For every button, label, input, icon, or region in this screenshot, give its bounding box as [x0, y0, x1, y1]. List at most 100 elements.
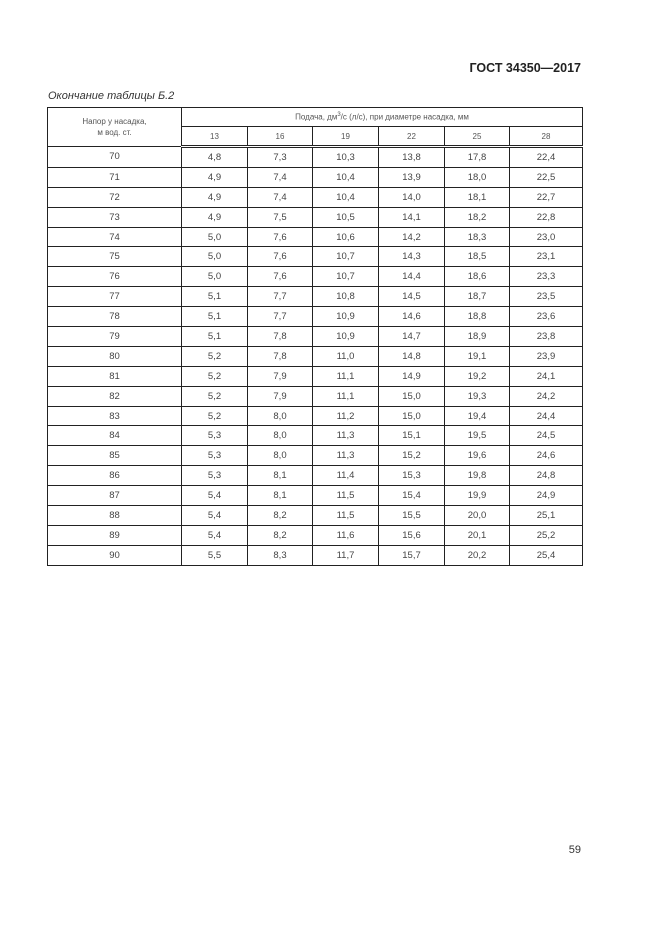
flow-cell: 5,1	[181, 306, 248, 328]
flow-cell: 14,4	[378, 266, 445, 288]
flow-cell: 8,0	[247, 405, 313, 427]
table-row: 87 5,4 8,1 11,5 15,4 19,9 24,9	[47, 485, 583, 507]
flow-cell: 13,9	[378, 166, 445, 188]
table-caption: Окончание таблицы Б.2	[48, 90, 175, 102]
diameter-header: 22	[378, 126, 445, 148]
flow-cell: 18,1	[444, 186, 510, 208]
diameter-header: 28	[509, 126, 583, 148]
flow-cell: 4,9	[181, 186, 248, 208]
table-row: 88 5,4 8,2 11,5 15,5 20,0 25,1	[47, 505, 583, 526]
header-line: м вод. ст.	[97, 128, 132, 137]
flow-cell: 18,2	[444, 206, 510, 228]
flow-cell: 20,0	[444, 505, 510, 526]
flow-cell: 14,2	[378, 226, 445, 248]
flow-cell: 8,1	[247, 465, 313, 487]
flow-cell: 18,9	[444, 326, 510, 347]
flow-cell: 22,7	[509, 186, 583, 208]
head-pressure-cell: 84	[47, 425, 182, 447]
table-row: 75 5,0 7,6 10,7 14,3 18,5 23,1	[47, 246, 583, 268]
flow-cell: 10,9	[312, 306, 379, 328]
flow-cell: 23,9	[509, 345, 583, 367]
flow-cell: 22,8	[509, 206, 583, 228]
table-row: 78 5,1 7,7 10,9 14,6 18,8 23,6	[47, 306, 583, 328]
flow-cell: 14,7	[378, 326, 445, 347]
document-id: ГОСТ 34350—2017	[469, 61, 581, 75]
flow-cell: 15,1	[378, 425, 445, 447]
flow-cell: 18,7	[444, 286, 510, 308]
flow-cell: 17,8	[444, 146, 510, 168]
flow-cell: 24,1	[509, 365, 583, 387]
flow-cell: 15,4	[378, 485, 445, 507]
header-sup: 3	[337, 112, 341, 119]
flow-cell: 7,9	[247, 385, 313, 407]
head-pressure-cell: 81	[47, 365, 182, 387]
flow-cell: 7,4	[247, 166, 313, 188]
flow-cell: 20,2	[444, 544, 510, 566]
page-number: 59	[568, 844, 581, 856]
flow-cell: 10,4	[312, 186, 379, 208]
head-pressure-cell: 87	[47, 485, 182, 507]
flow-cell: 24,8	[509, 465, 583, 487]
flow-cell: 7,7	[247, 286, 313, 308]
flow-cell: 24,5	[509, 425, 583, 447]
flow-cell: 10,4	[312, 166, 379, 188]
flow-cell: 10,7	[312, 246, 379, 268]
flow-cell: 14,8	[378, 345, 445, 367]
table-row: 76 5,0 7,6 10,7 14,4 18,6 23,3	[47, 266, 583, 288]
head-pressure-header: Напор у насадка, м вод. ст.	[47, 107, 182, 147]
head-pressure-cell: 85	[47, 445, 182, 467]
flow-cell: 10,8	[312, 286, 379, 308]
table-row: 84 5,3 8,0 11,3 15,1 19,5 24,5	[47, 425, 583, 447]
head-pressure-cell: 72	[47, 186, 182, 208]
head-pressure-cell: 75	[47, 246, 182, 268]
flow-cell: 19,8	[444, 465, 510, 487]
flow-cell: 13,8	[378, 146, 445, 168]
diameter-header: 25	[444, 126, 510, 148]
flow-cell: 19,5	[444, 425, 510, 447]
flow-cell: 14,9	[378, 365, 445, 387]
flow-cell: 5,1	[181, 326, 248, 347]
flow-cell: 5,2	[181, 365, 248, 387]
table-row: 89 5,4 8,2 11,6 15,6 20,1 25,2	[47, 524, 583, 546]
header-line: Напор у насадка,	[82, 117, 147, 126]
flow-cell: 7,8	[247, 345, 313, 367]
head-pressure-cell: 73	[47, 206, 182, 228]
flow-cell: 19,9	[444, 485, 510, 507]
head-pressure-cell: 82	[47, 385, 182, 407]
flow-cell: 23,3	[509, 266, 583, 288]
flow-cell: 24,4	[509, 405, 583, 427]
flow-cell: 19,3	[444, 385, 510, 407]
flow-cell: 5,3	[181, 465, 248, 487]
table-row: 82 5,2 7,9 11,1 15,0 19,3 24,2	[47, 385, 583, 407]
flow-cell: 18,0	[444, 166, 510, 188]
table-row: 72 4,9 7,4 10,4 14,0 18,1 22,7	[47, 186, 583, 208]
flow-cell: 7,5	[247, 206, 313, 228]
flow-cell: 11,0	[312, 345, 379, 367]
flow-cell: 4,9	[181, 166, 248, 188]
flow-group-header: Подача, дм3/с (л/с), при диаметре насадк…	[181, 107, 583, 127]
flow-cell: 22,4	[509, 146, 583, 168]
flow-cell: 14,6	[378, 306, 445, 328]
flow-cell: 25,1	[509, 505, 583, 526]
flow-cell: 14,5	[378, 286, 445, 308]
flow-cell: 7,4	[247, 186, 313, 208]
table-row: 85 5,3 8,0 11,3 15,2 19,6 24,6	[47, 445, 583, 467]
flow-cell: 5,4	[181, 524, 248, 546]
flow-cell: 23,6	[509, 306, 583, 328]
flow-cell: 5,4	[181, 505, 248, 526]
flow-cell: 5,2	[181, 345, 248, 367]
flow-cell: 19,6	[444, 445, 510, 467]
table-row: 79 5,1 7,8 10,9 14,7 18,9 23,8	[47, 326, 583, 347]
head-pressure-cell: 74	[47, 226, 182, 248]
head-pressure-cell: 77	[47, 286, 182, 308]
table-row: 86 5,3 8,1 11,4 15,3 19,8 24,8	[47, 465, 583, 487]
diameter-header: 19	[312, 126, 379, 148]
head-pressure-cell: 76	[47, 266, 182, 288]
head-pressure-cell: 70	[47, 146, 182, 168]
table-row: 71 4,9 7,4 10,4 13,9 18,0 22,5	[47, 166, 583, 188]
flow-cell: 19,2	[444, 365, 510, 387]
flow-cell: 23,8	[509, 326, 583, 347]
flow-cell: 5,3	[181, 445, 248, 467]
flow-cell: 5,0	[181, 226, 248, 248]
table-row: 83 5,2 8,0 11,2 15,0 19,4 24,4	[47, 405, 583, 427]
